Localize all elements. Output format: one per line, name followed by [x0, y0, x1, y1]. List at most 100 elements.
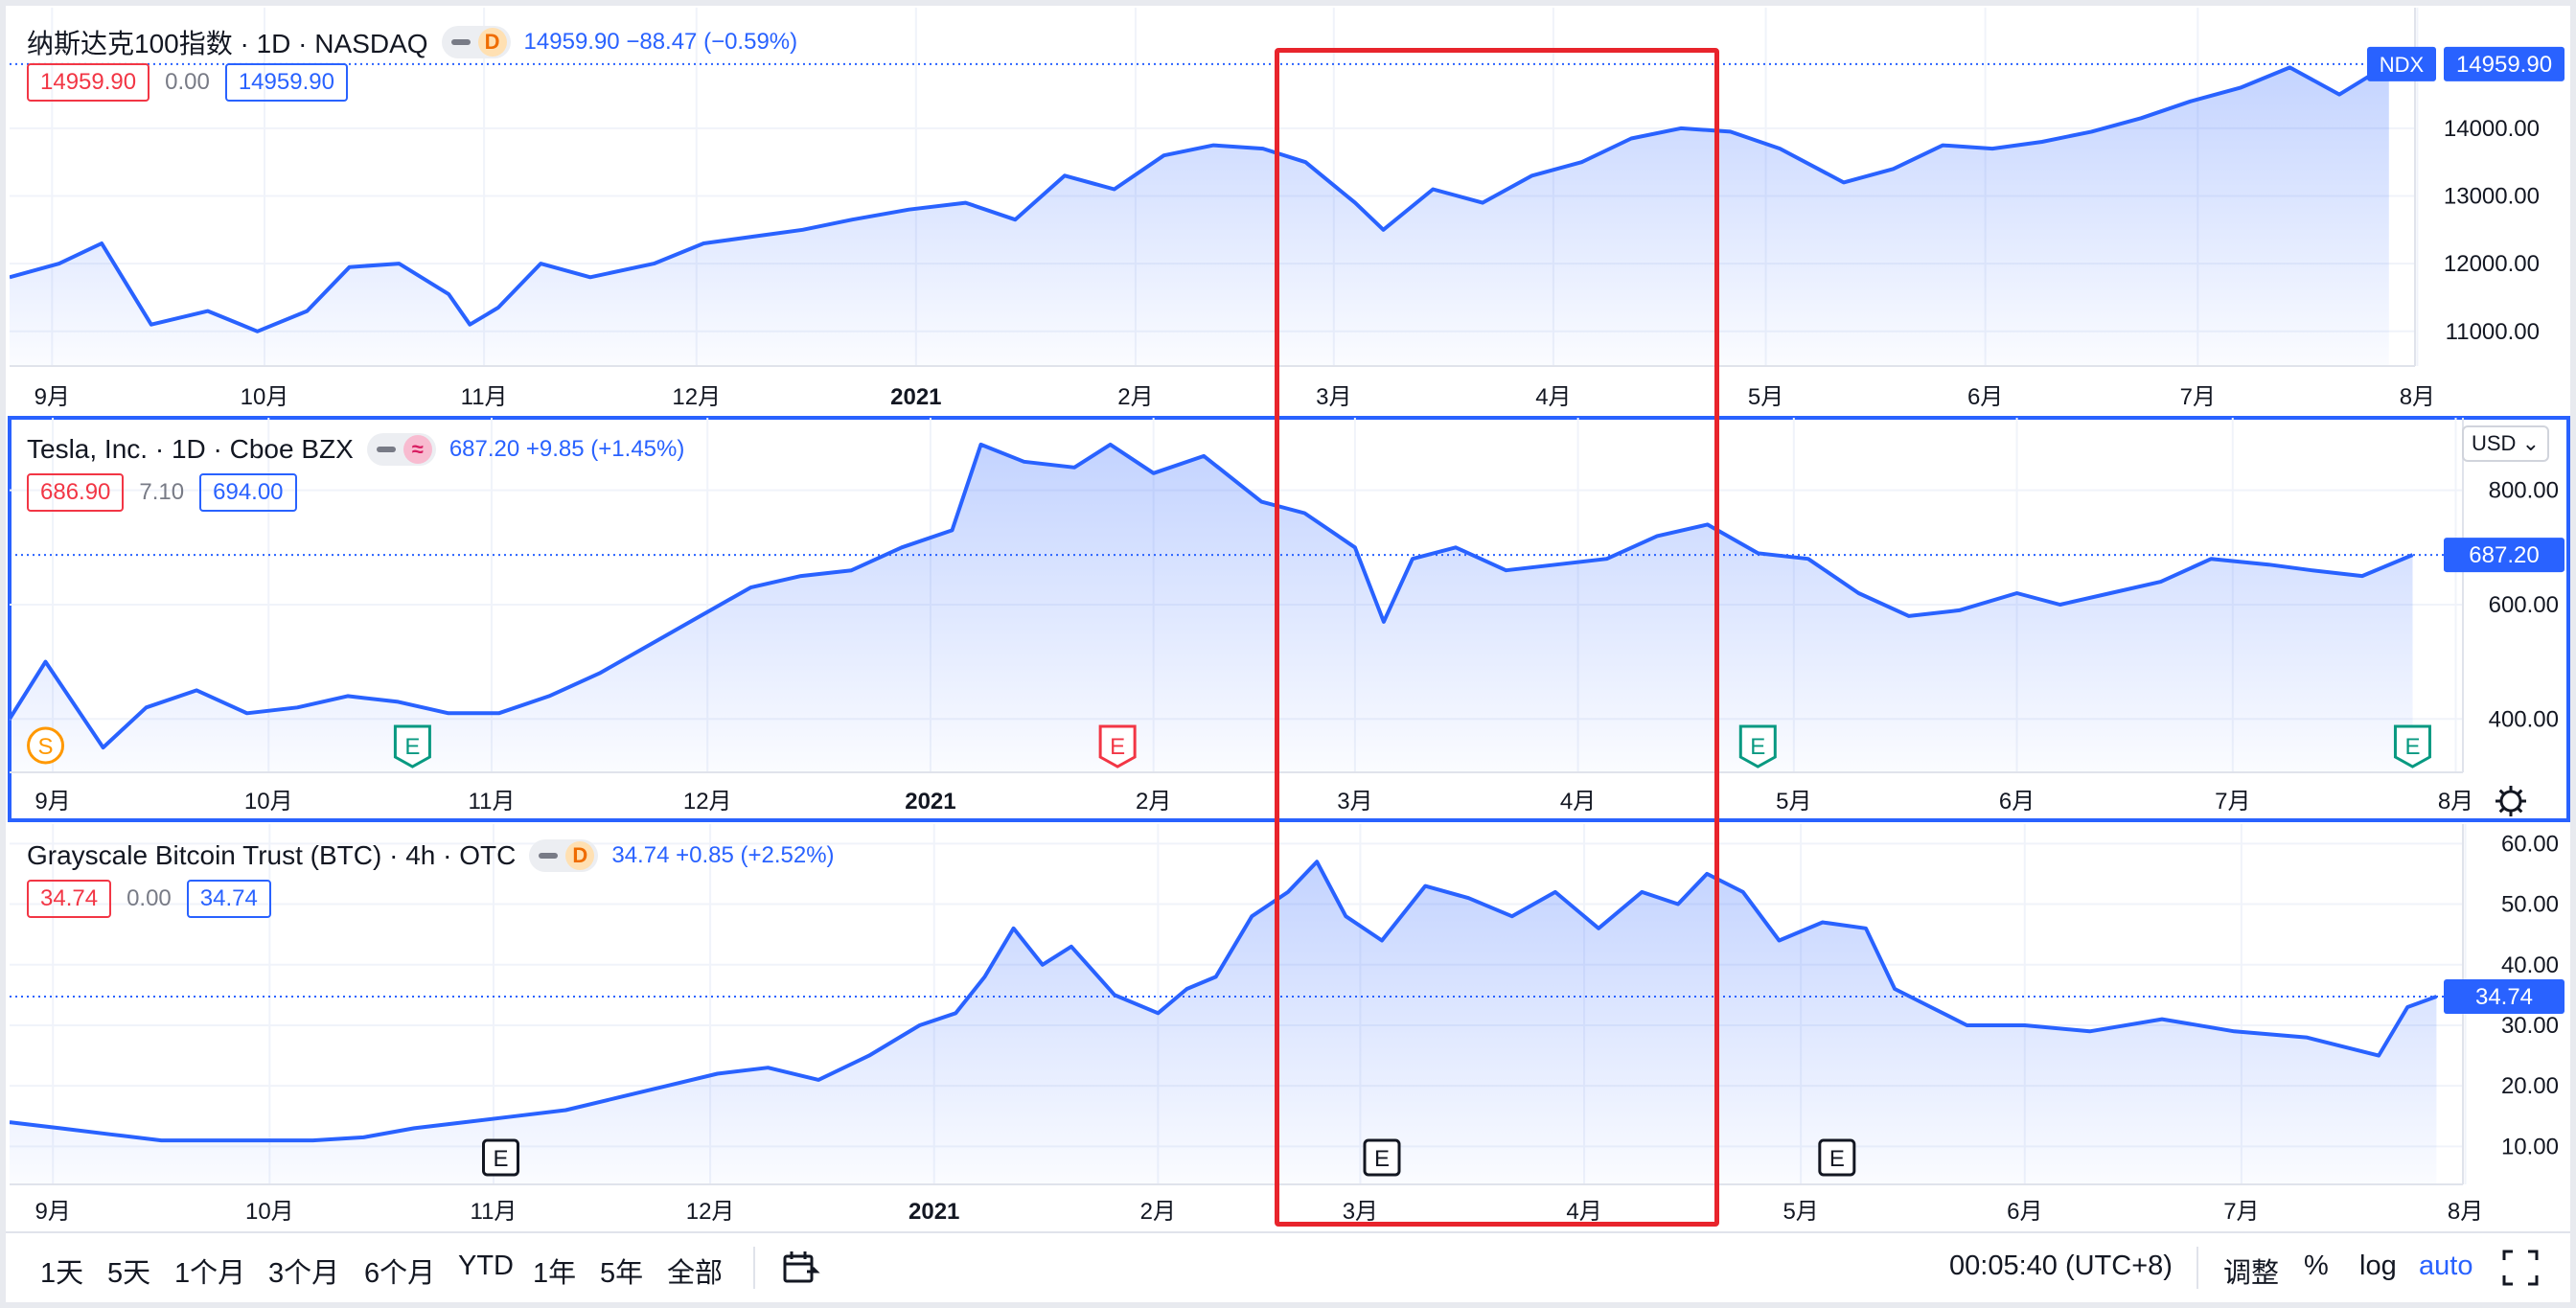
- price-tag: 687.20: [2444, 538, 2564, 573]
- chart-pane-tsla[interactable]: 9月 10月 11月 12月 2021 2月 3月 4月 5月 6月 7月 8月 800.00 600.0…: [8, 416, 2570, 822]
- event-letter: E: [1750, 734, 1765, 760]
- range-5d[interactable]: 5天: [107, 1258, 151, 1289]
- x-tick-label: 8月: [2448, 1199, 2483, 1225]
- clock-readout[interactable]: 00:05:40 (UTC+8): [1949, 1251, 2173, 1281]
- x-tick-label: 10月: [245, 1199, 294, 1225]
- x-tick-label: 9月: [34, 384, 70, 410]
- data-point: [1251, 915, 1253, 917]
- data-point: [1260, 501, 1262, 503]
- bid-box[interactable]: 686.90: [27, 473, 125, 512]
- data-point: [1354, 546, 1356, 548]
- data-point: [347, 695, 349, 697]
- bid-box[interactable]: 34.74: [27, 880, 112, 918]
- data-point: [649, 644, 651, 646]
- status-pill[interactable]: D: [529, 839, 599, 872]
- range-1d[interactable]: 1天: [40, 1258, 84, 1289]
- symbol-name: Tesla, Inc.: [27, 434, 149, 464]
- range-1m[interactable]: 1个月: [174, 1258, 246, 1289]
- earnings-marker[interactable]: E: [1098, 724, 1137, 769]
- data-point: [497, 307, 499, 309]
- range-1y[interactable]: 1年: [533, 1258, 577, 1289]
- data-point: [1215, 975, 1217, 977]
- data-point: [767, 1067, 769, 1068]
- earnings-marker[interactable]: E: [1738, 724, 1777, 769]
- symbol-tag-label: NDX: [2380, 53, 2425, 77]
- event-letter: E: [2404, 734, 2420, 760]
- data-point: [1677, 904, 1679, 906]
- data-point: [413, 1127, 415, 1129]
- ask-box[interactable]: 14959.90: [224, 63, 348, 102]
- currency-dropdown[interactable]: USD ⌄: [2461, 425, 2549, 462]
- bid-box[interactable]: 14959.90: [27, 63, 150, 102]
- data-point: [908, 209, 909, 211]
- symbol-title[interactable]: 纳斯达克100指数 · 1D · NASDAQ: [27, 29, 428, 58]
- chart-pane-gbtc[interactable]: 9月 10月 11月 12月 2021 2月 3月 4月 5月 6月 7月 8月 60.00 50.00 4…: [10, 824, 2568, 1230]
- gear-icon[interactable]: [2496, 786, 2526, 816]
- chart-pane-ndx[interactable]: 9月 10月 11月 12月 2021 2月 3月 4月 5月 6月 7月 8月 14000.00 130…: [10, 8, 2568, 414]
- earnings-marker[interactable]: E: [1363, 1138, 1401, 1177]
- date-range-icon[interactable]: [782, 1249, 820, 1287]
- range-6m[interactable]: 6个月: [364, 1258, 436, 1289]
- x-tick-label: 11月: [461, 384, 508, 410]
- x-tick-label: 6月: [2007, 1199, 2042, 1225]
- status-pill[interactable]: D: [441, 26, 511, 58]
- x-tick-label: 8月: [2400, 384, 2435, 410]
- split-marker[interactable]: S: [27, 726, 65, 765]
- x-tick-label: 12月: [686, 1199, 735, 1225]
- range-3m[interactable]: 3个月: [268, 1258, 340, 1289]
- earnings-marker[interactable]: E: [1818, 1138, 1856, 1177]
- earnings-marker[interactable]: E: [393, 724, 431, 769]
- data-point: [1707, 523, 1709, 525]
- range-ytd[interactable]: YTD: [458, 1251, 514, 1281]
- data-point: [1014, 218, 1016, 220]
- toolbar-divider: [753, 1247, 755, 1289]
- range-5y[interactable]: 5年: [600, 1258, 644, 1289]
- range-all[interactable]: 全部: [667, 1258, 724, 1289]
- adjust-button[interactable]: 调整: [2223, 1258, 2280, 1289]
- auto-scale-button[interactable]: auto: [2419, 1251, 2473, 1281]
- data-point: [469, 324, 471, 326]
- symbol-price-tag: NDX: [2367, 46, 2436, 81]
- data-point: [700, 615, 702, 617]
- ask-box[interactable]: 694.00: [199, 473, 297, 512]
- x-tick-label: 11月: [469, 789, 516, 815]
- earnings-marker[interactable]: E: [482, 1138, 520, 1177]
- currency-label: USD: [2471, 431, 2517, 455]
- percent-scale-button[interactable]: %: [2304, 1251, 2329, 1281]
- ndx-chart[interactable]: 9月 10月 11月 12月 2021 2月 3月 4月 5月 6月 7月 8月 14000.00 130…: [10, 8, 2568, 414]
- data-point: [1908, 615, 1910, 617]
- x-tick-label: 4月: [1560, 789, 1596, 815]
- data-point: [2361, 575, 2363, 577]
- symbol-title[interactable]: Grayscale Bitcoin Trust (BTC) · 4h · OTC: [27, 840, 517, 870]
- data-point: [45, 661, 47, 663]
- data-point: [802, 229, 804, 231]
- data-point: [1186, 988, 1188, 990]
- price-change: +9.85: [525, 436, 585, 462]
- data-point: [1013, 928, 1015, 929]
- fullscreen-icon[interactable]: [2501, 1249, 2540, 1287]
- data-point: [1203, 455, 1205, 457]
- y-tick-label: 20.00: [2501, 1073, 2559, 1099]
- earnings-marker[interactable]: E: [2393, 724, 2431, 769]
- data-point: [207, 310, 209, 312]
- symbol-title[interactable]: Tesla, Inc. · 1D · Cboe BZX: [27, 434, 354, 464]
- ohlc-values: 34.74 0.00 34.74: [27, 880, 271, 918]
- data-point: [1303, 513, 1305, 515]
- ask-box[interactable]: 34.74: [186, 880, 271, 918]
- gbtc-chart[interactable]: 9月 10月 11月 12月 2021 2月 3月 4月 5月 6月 7月 8月 60.00 50.00 4…: [10, 824, 2568, 1230]
- x-tick-label: 2月: [1117, 384, 1153, 410]
- data-point: [1807, 558, 1809, 560]
- ohlc-values: 14959.90 0.00 14959.90: [27, 63, 348, 102]
- event-letter: S: [38, 734, 54, 760]
- data-point: [1930, 1006, 1932, 1008]
- status-pill[interactable]: ≈: [366, 433, 436, 466]
- data-point: [599, 673, 601, 675]
- exchange-label: OTC: [459, 840, 517, 870]
- legend-gbtc: Grayscale Bitcoin Trust (BTC) · 4h · OTC…: [27, 839, 835, 872]
- ohlc-values: 686.90 7.10 694.00: [27, 473, 297, 512]
- tsla-chart[interactable]: 9月 10月 11月 12月 2021 2月 3月 4月 5月 6月 7月 8月 800.00 600.0…: [10, 418, 2568, 820]
- log-scale-button[interactable]: log: [2359, 1251, 2397, 1281]
- data-point: [2233, 1030, 2235, 1032]
- data-point: [1822, 922, 1824, 923]
- data-point: [901, 546, 903, 548]
